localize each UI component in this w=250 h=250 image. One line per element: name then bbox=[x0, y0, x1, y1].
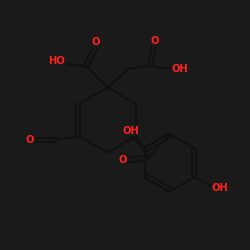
Text: O: O bbox=[26, 135, 34, 145]
Text: O: O bbox=[151, 36, 159, 46]
Text: HO: HO bbox=[48, 56, 66, 66]
Text: O: O bbox=[118, 155, 127, 165]
Text: OH: OH bbox=[212, 183, 228, 193]
Text: O: O bbox=[92, 37, 100, 47]
Text: OH: OH bbox=[172, 64, 188, 74]
Text: OH: OH bbox=[123, 126, 140, 136]
